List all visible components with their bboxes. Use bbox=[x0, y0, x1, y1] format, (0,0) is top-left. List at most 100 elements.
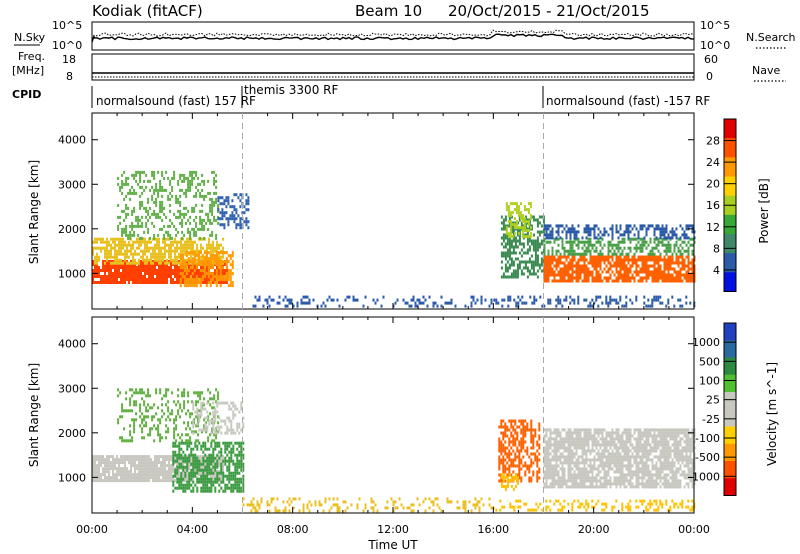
heatmap-cell bbox=[557, 237, 560, 241]
heatmap-cell bbox=[508, 467, 511, 471]
heatmap-cell bbox=[168, 243, 170, 247]
heatmap-cell bbox=[161, 203, 164, 207]
heatmap-cell bbox=[198, 468, 201, 472]
heatmap-cell bbox=[394, 506, 397, 510]
heatmap-cell bbox=[543, 276, 546, 280]
heatmap-cell bbox=[549, 236, 552, 240]
heatmap-cell bbox=[538, 446, 541, 450]
heatmap-cell bbox=[609, 298, 612, 302]
heatmap-cell bbox=[663, 264, 666, 268]
heatmap-cell bbox=[613, 298, 616, 302]
heatmap-cell bbox=[131, 227, 134, 231]
heatmap-cell bbox=[553, 276, 556, 280]
heatmap-cell bbox=[195, 170, 198, 174]
heatmap-cell bbox=[220, 486, 223, 490]
heatmap-cell bbox=[615, 279, 618, 283]
heatmap-cell bbox=[621, 264, 624, 268]
heatmap-cell bbox=[527, 220, 530, 224]
heatmap-cell bbox=[510, 257, 513, 261]
heatmap-cell bbox=[208, 237, 210, 241]
heatmap-cell bbox=[661, 301, 664, 305]
heatmap-cell bbox=[102, 240, 104, 244]
heatmap-cell bbox=[140, 455, 142, 459]
heatmap-cell bbox=[183, 278, 186, 282]
heatmap-cell bbox=[201, 221, 204, 225]
heatmap-cell bbox=[209, 284, 212, 288]
heatmap-cell bbox=[627, 255, 630, 259]
heatmap-cell bbox=[177, 182, 180, 186]
heatmap-cell bbox=[153, 200, 156, 204]
heatmap-cell bbox=[147, 179, 150, 183]
heatmap-cell bbox=[188, 459, 191, 463]
heatmap-cell bbox=[192, 431, 195, 435]
heatmap-cell bbox=[521, 214, 524, 218]
heatmap-cell bbox=[532, 215, 535, 219]
heatmap-cell bbox=[186, 459, 189, 463]
heatmap-cell bbox=[118, 281, 120, 284]
heatmap-cell bbox=[240, 486, 243, 490]
heatmap-cell bbox=[611, 279, 614, 283]
heatmap-cell bbox=[139, 185, 142, 189]
heatmap-cell bbox=[617, 273, 620, 277]
heatmap-cell bbox=[569, 252, 572, 256]
heatmap-cell bbox=[506, 461, 509, 465]
heatmap-cell bbox=[589, 252, 592, 256]
heatmap-cell bbox=[230, 459, 233, 463]
heatmap-cell bbox=[587, 233, 590, 237]
heatmap-cell bbox=[209, 412, 212, 416]
heatmap-cell bbox=[536, 218, 539, 222]
heatmap-cell bbox=[141, 436, 144, 440]
heatmap-cell bbox=[216, 462, 219, 466]
heatmap-cell bbox=[114, 467, 116, 471]
heatmap-cell bbox=[354, 298, 357, 302]
heatmap-cell bbox=[569, 233, 572, 237]
heatmap-cell bbox=[156, 278, 158, 281]
heatmap-cell bbox=[657, 276, 660, 280]
heatmap-cell bbox=[633, 255, 636, 259]
heatmap-cell bbox=[182, 246, 184, 250]
heatmap-cell bbox=[182, 486, 185, 490]
heatmap-cell bbox=[508, 263, 511, 267]
heatmap-cell bbox=[98, 470, 100, 474]
heatmap-cell bbox=[207, 212, 210, 216]
heatmap-cell bbox=[220, 468, 223, 472]
heatmap-cell bbox=[132, 476, 134, 480]
heatmap-cell bbox=[559, 252, 562, 256]
heatmap-cell bbox=[119, 415, 122, 419]
heatmap-cell bbox=[154, 476, 156, 480]
heatmap-cell bbox=[364, 506, 367, 510]
heatmap-cell bbox=[538, 230, 541, 234]
heatmap-cell bbox=[516, 437, 519, 441]
heatmap-cell bbox=[258, 298, 261, 302]
heatmap-cell bbox=[236, 422, 239, 426]
heatmap-cell bbox=[189, 439, 192, 443]
heatmap-cell bbox=[94, 461, 96, 465]
heatmap-cell bbox=[500, 443, 503, 447]
heatmap-cell bbox=[372, 500, 375, 504]
date-range: 20/Oct/2015 - 21/Oct/2015 bbox=[448, 2, 650, 20]
heatmap-cell bbox=[555, 258, 558, 262]
heatmap-cell bbox=[374, 503, 377, 507]
heatmap-cell bbox=[184, 249, 186, 253]
heatmap-cell bbox=[555, 249, 558, 253]
heatmap-cell bbox=[234, 462, 237, 466]
heatmap-cell bbox=[221, 208, 224, 212]
heatmap-cell bbox=[94, 458, 96, 462]
heatmap-cell bbox=[579, 255, 582, 259]
heatmap-cell bbox=[623, 267, 626, 271]
heatmap-cell bbox=[551, 246, 554, 250]
heatmap-cell bbox=[124, 470, 126, 474]
heatmap-cell bbox=[206, 447, 209, 451]
heatmap-cell bbox=[153, 236, 156, 240]
heatmap-cell bbox=[623, 304, 626, 308]
heatmap-cell bbox=[599, 258, 602, 262]
heatmap-cell bbox=[159, 182, 162, 186]
heatmap-cell bbox=[230, 456, 233, 460]
heatmap-cell bbox=[142, 461, 144, 465]
heatmap-cell bbox=[172, 480, 175, 484]
heatmap-cell bbox=[464, 500, 467, 504]
heatmap-cell bbox=[146, 470, 148, 474]
heatmap-cell bbox=[639, 246, 642, 250]
heatmap-cell bbox=[543, 243, 546, 247]
